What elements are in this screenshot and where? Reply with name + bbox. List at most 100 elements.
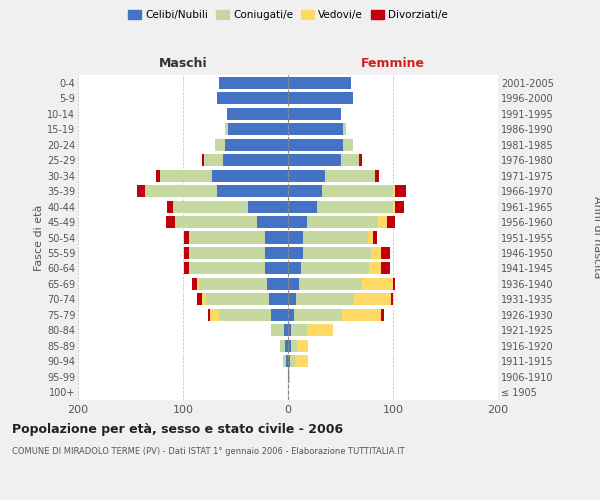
- Bar: [228, 123, 288, 135]
- Bar: [296, 294, 354, 306]
- Bar: [325, 170, 375, 181]
- Bar: [288, 324, 291, 336]
- Bar: [145, 185, 217, 197]
- Bar: [303, 247, 371, 259]
- Bar: [393, 185, 395, 197]
- Text: Anni di nascita: Anni di nascita: [592, 196, 600, 279]
- Bar: [288, 108, 341, 120]
- Bar: [288, 309, 295, 321]
- Bar: [288, 154, 341, 166]
- Bar: [160, 170, 212, 181]
- Bar: [197, 294, 202, 306]
- Bar: [288, 247, 303, 259]
- Bar: [218, 309, 271, 321]
- Bar: [382, 247, 390, 259]
- Bar: [368, 232, 373, 243]
- Bar: [307, 216, 378, 228]
- Bar: [288, 185, 322, 197]
- Bar: [286, 356, 288, 368]
- Bar: [288, 76, 351, 89]
- Bar: [265, 262, 288, 274]
- Bar: [288, 356, 290, 368]
- Bar: [225, 138, 288, 150]
- Bar: [204, 154, 223, 166]
- Bar: [289, 371, 290, 383]
- Legend: Celibi/Nubili, Coniugati/e, Vedovi/e, Divorziati/e: Celibi/Nubili, Coniugati/e, Vedovi/e, Di…: [127, 8, 449, 22]
- Bar: [269, 294, 288, 306]
- Bar: [317, 200, 393, 212]
- Bar: [298, 340, 308, 352]
- Bar: [291, 324, 307, 336]
- Bar: [217, 185, 288, 197]
- Bar: [217, 92, 288, 104]
- Bar: [373, 232, 377, 243]
- Bar: [283, 356, 286, 368]
- Bar: [290, 356, 295, 368]
- Bar: [393, 200, 395, 212]
- Bar: [343, 138, 353, 150]
- Text: Popolazione per età, sesso e stato civile - 2006: Popolazione per età, sesso e stato civil…: [12, 422, 343, 436]
- Bar: [393, 278, 395, 290]
- Bar: [303, 232, 368, 243]
- Bar: [375, 170, 379, 181]
- Bar: [248, 200, 288, 212]
- Bar: [225, 123, 228, 135]
- Bar: [361, 278, 393, 290]
- Bar: [265, 247, 288, 259]
- Bar: [288, 216, 307, 228]
- Bar: [227, 108, 288, 120]
- Bar: [288, 371, 289, 383]
- Bar: [189, 262, 265, 274]
- Bar: [371, 247, 382, 259]
- Bar: [288, 232, 303, 243]
- Bar: [295, 309, 341, 321]
- Bar: [167, 200, 173, 212]
- Bar: [288, 262, 301, 274]
- Bar: [184, 262, 190, 274]
- Bar: [341, 309, 382, 321]
- Bar: [288, 278, 299, 290]
- Bar: [369, 262, 382, 274]
- Bar: [295, 356, 308, 368]
- Bar: [166, 216, 175, 228]
- Bar: [301, 262, 369, 274]
- Bar: [307, 324, 333, 336]
- Bar: [288, 170, 325, 181]
- Bar: [354, 294, 391, 306]
- Bar: [382, 309, 383, 321]
- Bar: [265, 232, 288, 243]
- Bar: [202, 294, 206, 306]
- Bar: [156, 170, 160, 181]
- Bar: [206, 294, 269, 306]
- Bar: [189, 247, 265, 259]
- Bar: [322, 185, 393, 197]
- Bar: [285, 340, 288, 352]
- Bar: [271, 324, 284, 336]
- Bar: [288, 340, 291, 352]
- Bar: [280, 340, 285, 352]
- Bar: [288, 92, 353, 104]
- Bar: [391, 294, 393, 306]
- Bar: [199, 278, 267, 290]
- Bar: [257, 216, 288, 228]
- Text: Femmine: Femmine: [361, 57, 425, 70]
- Bar: [212, 170, 288, 181]
- Bar: [395, 185, 406, 197]
- Bar: [210, 309, 218, 321]
- Bar: [382, 262, 390, 274]
- Bar: [215, 138, 225, 150]
- Bar: [208, 309, 211, 321]
- Bar: [288, 138, 343, 150]
- Bar: [288, 200, 317, 212]
- Bar: [184, 232, 190, 243]
- Bar: [343, 123, 346, 135]
- Bar: [288, 294, 296, 306]
- Y-axis label: Fasce di età: Fasce di età: [34, 204, 44, 270]
- Bar: [359, 154, 361, 166]
- Bar: [202, 154, 204, 166]
- Bar: [218, 76, 288, 89]
- Bar: [189, 232, 265, 243]
- Bar: [193, 278, 197, 290]
- Bar: [341, 154, 359, 166]
- Bar: [197, 278, 199, 290]
